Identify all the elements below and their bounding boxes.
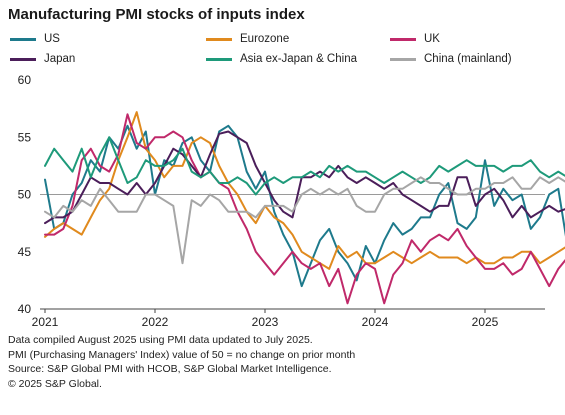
series-line-japan (44, 130, 565, 225)
footnote-data-compiled: Data compiled August 2025 using PMI data… (8, 334, 313, 346)
legend-swatch-uk (390, 37, 416, 41)
x-tick-label-2025: 2025 (472, 315, 499, 329)
footnote-pmi-definition: PMI (Purchasing Managers' Index) value o… (8, 348, 356, 361)
legend-label-eurozone: Eurozone (240, 33, 290, 45)
legend-label-uk: UK (424, 33, 440, 45)
line-chart: 40 45 50 55 60 2021 2022 2023 2024 2025 (18, 73, 565, 329)
legend-swatch-us (10, 37, 36, 41)
chart-title: Manufacturing PMI stocks of inputs index (8, 6, 305, 23)
legend-item-japan: Japan (10, 53, 75, 65)
y-tick-label-55: 55 (18, 130, 32, 144)
series-line-china-mainland (44, 176, 565, 265)
legend-item-eurozone: Eurozone (206, 33, 289, 45)
legend-label-japan: Japan (44, 53, 76, 65)
y-tick-label-40: 40 (18, 302, 32, 316)
legend-swatch-eurozone (206, 37, 232, 41)
legend-item-us: US (10, 33, 60, 45)
series-line-asia-ex-japan-china (44, 136, 565, 196)
legend-label-china-mainland: China (mainland) (424, 53, 512, 65)
legend-label-asia-ex-japan-china: Asia ex-Japan & China (240, 53, 357, 65)
x-tick-label-2022: 2022 (142, 315, 169, 329)
legend-item-china-mainland: China (mainland) (390, 53, 512, 65)
x-tick-label-2023: 2023 (252, 315, 279, 329)
footnote-copyright: © 2025 S&P Global. (8, 377, 102, 390)
footnotes: Data compiled August 2025 using PMI data… (8, 333, 355, 391)
y-tick-label-60: 60 (18, 73, 32, 87)
x-tick-label-2024: 2024 (362, 315, 389, 329)
series-line-uk (44, 113, 565, 305)
legend-label-us: US (44, 33, 60, 45)
legend-swatch-asia-ex-japan-china (206, 57, 232, 61)
legend: US Eurozone UK Japan Asia ex-Japan & Chi… (0, 33, 565, 73)
legend-swatch-china-mainland (390, 57, 416, 61)
y-tick-label-50: 50 (18, 188, 32, 202)
legend-item-uk: UK (390, 33, 440, 45)
x-tick-label-2021: 2021 (32, 315, 59, 329)
legend-swatch-japan (10, 57, 36, 61)
y-tick-label-45: 45 (18, 245, 32, 259)
footnote-source: Source: S&P Global PMI with HCOB, S&P Gl… (8, 363, 332, 375)
legend-item-asia-ex-japan-china: Asia ex-Japan & China (206, 53, 357, 65)
